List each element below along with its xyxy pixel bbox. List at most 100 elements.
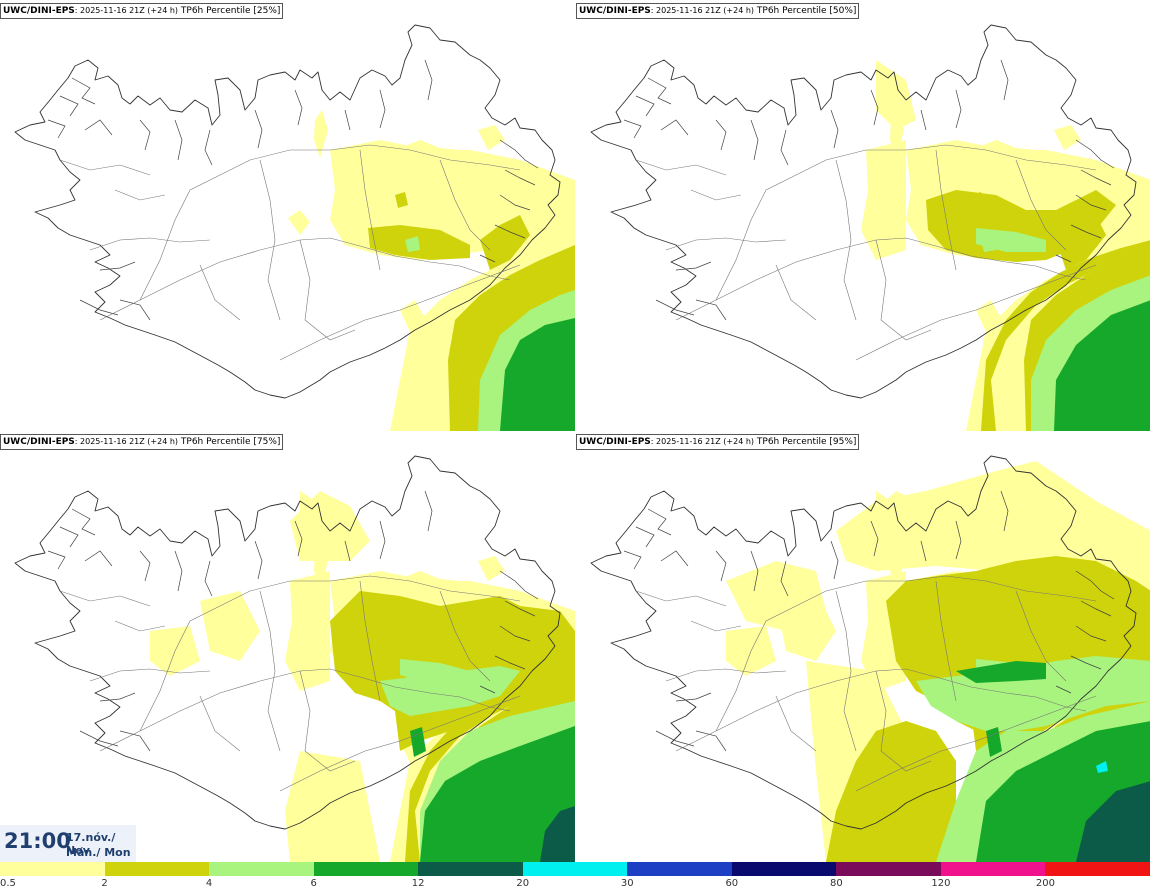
fjord-line <box>504 600 536 617</box>
legend-swatch <box>418 862 523 876</box>
road-line <box>675 237 1087 321</box>
road-line <box>775 264 817 321</box>
precip-area <box>285 571 330 691</box>
legend-tick-label: 200 <box>1035 878 1055 889</box>
coastline <box>590 24 1137 399</box>
road-line <box>635 159 727 176</box>
fjord-line <box>695 730 727 752</box>
fjord-line <box>99 692 136 702</box>
road-line <box>299 239 356 341</box>
fjord-line <box>379 89 386 129</box>
road-line <box>114 189 166 201</box>
coastline <box>14 24 561 399</box>
legend-tick-label: 12 <box>411 878 425 889</box>
precip-area <box>395 571 460 606</box>
precip-area <box>1096 761 1108 773</box>
model-name: UWC/DINI-EPS <box>3 437 75 447</box>
road-line <box>259 590 281 752</box>
legend-tick-label: 6 <box>310 878 317 889</box>
fjord-line <box>1055 254 1072 263</box>
field-name: TP6h Percentile [50%] <box>756 6 857 16</box>
precip-area <box>500 318 575 431</box>
panel-divider <box>575 0 576 862</box>
road-line <box>690 620 742 632</box>
precip-area <box>405 236 420 252</box>
precip-area <box>926 190 1116 262</box>
panel-title: UWC/DINI-EPS: 2025-11-16 21Z (+24 h) TP6… <box>576 434 860 450</box>
fjord-line <box>479 254 496 263</box>
legend-swatch <box>627 862 732 876</box>
legend-tick-label: 0.5 <box>0 878 16 889</box>
legend-swatch <box>836 862 941 876</box>
panel-title: UWC/DINI-EPS: 2025-11-16 21Z (+24 h) TP6… <box>576 3 860 19</box>
fjord-line <box>1080 600 1112 617</box>
road-line <box>635 590 727 607</box>
precip-area <box>861 140 906 260</box>
precip-area <box>1054 300 1150 431</box>
valid-hour: 21:00 <box>4 829 71 853</box>
fjord-line <box>499 625 531 642</box>
fjord-line <box>1075 194 1107 211</box>
fjord-line <box>494 655 526 670</box>
field-name: TP6h Percentile [25%] <box>180 6 281 16</box>
fjord-line <box>715 119 727 151</box>
road-line <box>279 695 521 792</box>
panel-title: UWC/DINI-EPS: 2025-11-16 21Z (+24 h) TP6… <box>0 3 284 19</box>
fjord-line <box>635 95 655 117</box>
fjord-line <box>695 299 727 321</box>
fjord-line <box>1070 224 1102 239</box>
valid-weekday: Mán./ Mon <box>66 846 131 859</box>
road-line <box>665 668 787 682</box>
fjord-line <box>635 526 655 548</box>
precip-area <box>395 140 460 175</box>
legend-swatches <box>0 862 1150 876</box>
road-line <box>99 668 511 752</box>
precipitation-map <box>14 24 575 431</box>
road-line <box>439 159 491 251</box>
fjord-line <box>780 560 789 597</box>
fjord-line <box>1075 139 1115 169</box>
fjord-line <box>623 119 642 139</box>
road-line <box>359 149 381 271</box>
fjord-line <box>830 540 839 580</box>
precip-area <box>976 228 1046 252</box>
road-line <box>139 575 521 732</box>
legend-tick-label: 60 <box>725 878 739 889</box>
road-line <box>359 580 381 702</box>
fjord-line <box>1000 59 1009 101</box>
road-line <box>835 590 857 752</box>
road-line <box>299 670 356 772</box>
road-line <box>139 144 521 301</box>
map-panel: UWC/DINI-EPS: 2025-11-16 21Z (+24 h) TP6… <box>0 0 575 431</box>
fjord-line <box>71 508 96 536</box>
model-name: UWC/DINI-EPS <box>3 6 75 16</box>
fjord-line <box>204 560 213 597</box>
precip-area <box>1054 125 1081 150</box>
fjord-line <box>71 77 96 105</box>
road-line <box>935 149 957 271</box>
fjord-line <box>99 261 136 271</box>
fjord-line <box>499 194 531 211</box>
fjord-line <box>647 508 672 536</box>
precip-area <box>478 125 505 150</box>
fjord-line <box>1075 570 1115 600</box>
fjord-line <box>79 730 119 747</box>
road-line <box>935 580 957 702</box>
fjord-line <box>254 540 263 580</box>
fjord-line <box>204 129 213 166</box>
fjord-line <box>780 129 789 166</box>
precip-area <box>981 240 1150 431</box>
fjord-line <box>750 119 759 161</box>
road-line <box>665 237 787 251</box>
fjord-line <box>119 299 151 321</box>
model-name: UWC/DINI-EPS <box>579 437 651 447</box>
valid-date: 17.nóv./ Nov <box>66 831 116 857</box>
legend-swatch <box>0 862 105 876</box>
fjord-line <box>47 550 66 570</box>
road-line <box>775 695 817 752</box>
precip-area <box>288 210 310 235</box>
precip-area <box>976 300 1001 332</box>
coastline <box>14 455 561 830</box>
road-line <box>875 239 932 341</box>
fjord-line <box>1075 625 1107 642</box>
